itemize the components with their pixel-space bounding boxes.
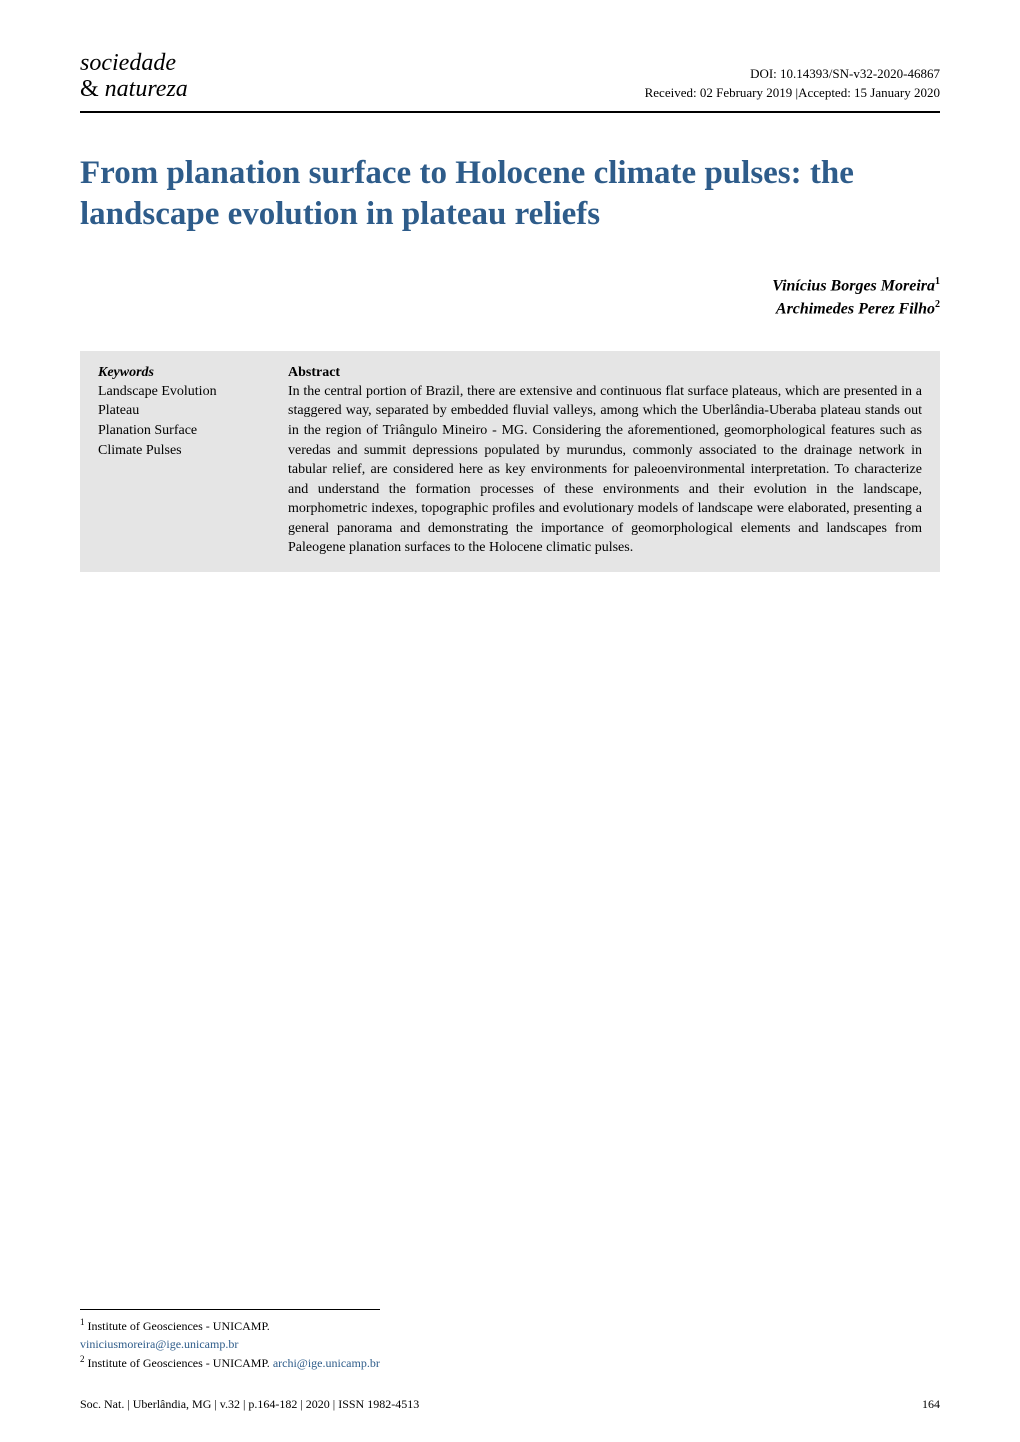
keyword-item: Planation Surface [98,421,258,441]
author-line: Vinícius Borges Moreira1 [80,275,940,298]
abstract-text: In the central portion of Brazil, there … [288,382,922,558]
abstract-column: Abstract In the central portion of Brazi… [288,365,922,558]
keywords-column: Keywords Landscape Evolution Plateau Pla… [98,365,258,558]
authors-block: Vinícius Borges Moreira1 Archimedes Pere… [80,275,940,320]
page-container: sociedade & natureza DOI: 10.14393/SN-v3… [0,0,1020,1442]
page-number: 164 [922,1397,940,1412]
page-title: From planation surface to Holocene clima… [80,153,940,236]
keywords-list: Landscape Evolution Plateau Planation Su… [98,382,258,460]
dates-text: Received: 02 February 2019 |Accepted: 15… [645,83,940,103]
footnote-line: 2 Institute of Geosciences - UNICAMP. ar… [80,1353,380,1372]
header-right: DOI: 10.14393/SN-v32-2020-46867 Received… [645,64,940,103]
keyword-item: Climate Pulses [98,441,258,461]
journal-line1: sociedade [80,50,188,76]
footnotes: 1 Institute of Geosciences - UNICAMP. vi… [80,1309,380,1372]
footnote-email-link[interactable]: viniciusmoreira@ige.unicamp.br [80,1337,238,1351]
footer: Soc. Nat. | Uberlândia, MG | v.32 | p.16… [80,1397,940,1412]
doi-text: DOI: 10.14393/SN-v32-2020-46867 [645,64,940,84]
abstract-heading: Abstract [288,365,922,381]
abstract-box: Keywords Landscape Evolution Plateau Pla… [80,351,940,572]
footer-left: Soc. Nat. | Uberlândia, MG | v.32 | p.16… [80,1397,419,1412]
keyword-item: Plateau [98,401,258,421]
header-row: sociedade & natureza DOI: 10.14393/SN-v3… [80,50,940,113]
footnote-line: 1 Institute of Geosciences - UNICAMP. vi… [80,1316,380,1353]
footnote-email-link[interactable]: archi@ige.unicamp.br [273,1356,380,1370]
journal-line2: & natureza [80,76,188,102]
journal-name: sociedade & natureza [80,50,188,103]
keyword-item: Landscape Evolution [98,382,258,402]
keywords-heading: Keywords [98,365,258,381]
author-line: Archimedes Perez Filho2 [80,298,940,321]
